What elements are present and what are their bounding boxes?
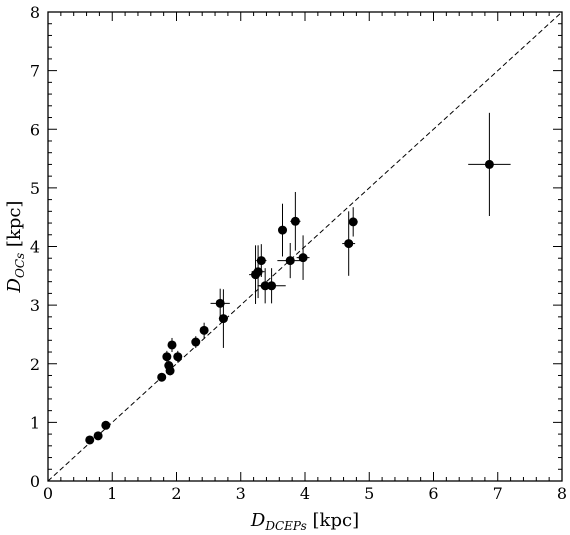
y-axis-label-unit: [kpc] [4,201,25,253]
one-to-one-reference-line [47,11,563,482]
x-axis-label-sub: DCEPs [264,519,306,533]
plot-frame [47,11,563,482]
data-point [298,253,308,263]
data-point [278,225,288,235]
x-tick-label: 6 [428,484,438,503]
x-tick-label: 8 [557,484,567,503]
data-point [162,352,172,362]
data-point [290,216,300,226]
data-point [85,435,95,445]
y-tick-label: 1 [30,413,40,432]
y-axis-label-sub: OCs [13,253,27,278]
data-point [348,217,358,227]
y-tick-label: 6 [30,120,40,139]
data-point [191,337,201,347]
data-point [93,431,103,441]
y-axis-label: DOCs [kpc] [4,201,27,294]
data-point [165,366,175,376]
plot-area: 0 1 2 3 4 5 6 7 8 0 1 2 3 4 5 6 7 8 [30,3,567,503]
x-tick-label: 2 [171,484,181,503]
x-axis-label-main: D [250,510,266,531]
y-tick-label: 3 [30,296,40,315]
data-point [253,267,263,277]
x-axis-label-unit: [kpc] [307,510,359,531]
data-point [344,239,354,249]
data-point [218,314,228,324]
data-point [256,256,266,266]
x-tick-label: 3 [236,484,246,503]
x-axis-label: DDCEPs [kpc] [250,510,359,533]
data-point [215,298,225,308]
y-tick-label: 5 [30,179,40,198]
x-tick-label: 1 [107,484,117,503]
data-point [101,420,111,430]
data-point [484,159,494,169]
x-tick-label: 0 [43,484,53,503]
data-point [157,372,167,382]
y-axis-label-main: D [4,277,25,293]
x-tick-label: 4 [300,484,310,503]
y-tick-label: 0 [30,472,40,491]
y-tick-label: 7 [30,62,40,81]
data-point [173,352,183,362]
y-tick-label: 2 [30,355,40,374]
data-point [167,340,177,350]
y-tick-label: 4 [30,238,40,257]
y-tick-label: 8 [30,3,40,22]
data-point [267,281,277,291]
x-tick-label: 7 [493,484,503,503]
data-point [285,256,295,266]
data-point [199,325,209,335]
x-tick-label: 5 [364,484,374,503]
